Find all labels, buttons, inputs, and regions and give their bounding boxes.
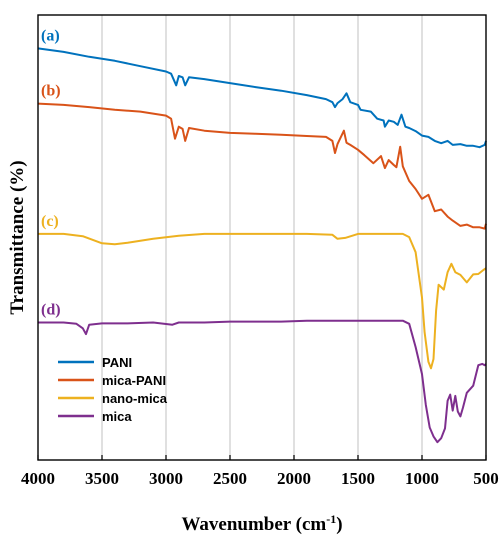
series-layer [37, 47, 487, 444]
x-axis-title-end: ) [336, 514, 342, 535]
series-line-nano-mica [38, 232, 487, 370]
series-label: (c) [41, 213, 59, 230]
series-label: (d) [41, 301, 61, 318]
x-tick-label: 1000 [405, 469, 439, 488]
legend-label: nano-mica [102, 391, 168, 406]
x-axis-title-text: Wavenumber (cm [181, 514, 326, 535]
legend-label: mica-PANI [102, 373, 166, 388]
series-label: (b) [41, 83, 61, 100]
x-axis-ticks: 4000 3500 3000 2500 2000 1500 1000 500 [21, 455, 499, 488]
series-line-mica-pani [37, 102, 487, 230]
y-axis-title: Transmittance (%) [7, 160, 28, 314]
x-tick-label: 4000 [21, 469, 55, 488]
grid-layer [101, 15, 423, 460]
legend-label: mica [102, 409, 132, 424]
legend-label: PANI [102, 355, 132, 370]
series-line-pani [37, 47, 487, 149]
legend: PANI mica-PANI nano-mica mica [58, 355, 168, 424]
x-axis-title: Wavenumber (cm-1) [181, 512, 342, 535]
x-axis-title-sup: -1 [326, 512, 336, 526]
series-label: (a) [41, 27, 60, 44]
x-tick-label: 3000 [149, 469, 183, 488]
plot-frame [37, 14, 487, 461]
x-tick-label: 2000 [277, 469, 311, 488]
series-labels: (a) (b) (c) (d) [41, 27, 61, 318]
x-tick-label: 3500 [85, 469, 119, 488]
x-tick-label: 500 [473, 469, 499, 488]
series-line-mica [38, 319, 487, 444]
x-tick-label: 1500 [341, 469, 375, 488]
x-tick-label: 2500 [213, 469, 247, 488]
